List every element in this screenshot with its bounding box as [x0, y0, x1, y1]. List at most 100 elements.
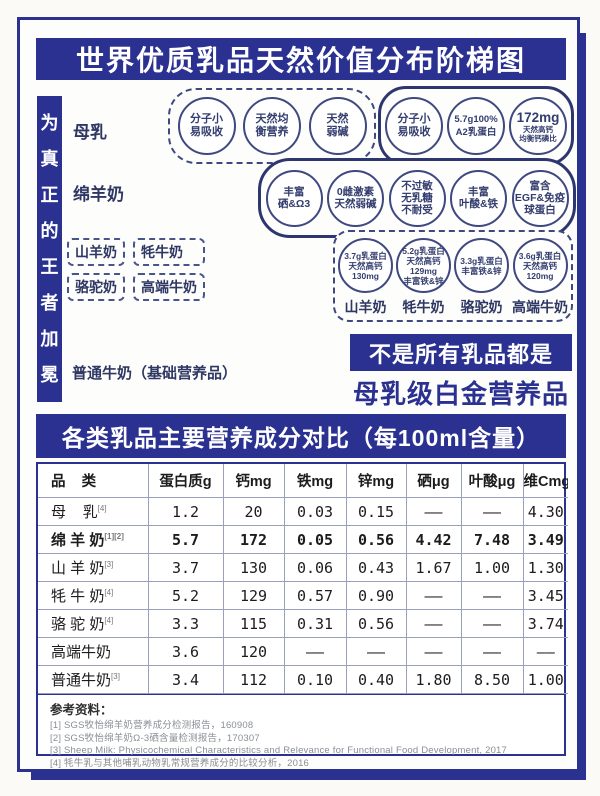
reference-line: [2] SGS牧怡绵羊奶Ω-3硒含量检测报告，170307: [50, 732, 260, 744]
value-cell: 0.31: [283, 609, 347, 638]
milk-name-cell: 牦 牛 奶[4]: [38, 581, 149, 610]
milk-name-cell: 绵 羊 奶[1][2]: [38, 525, 149, 554]
benefit-circle: 3.7g乳蛋白 天然高钙 130mg: [338, 238, 393, 293]
value-cell: 5.2: [147, 581, 224, 610]
value-cell: 115: [222, 609, 285, 638]
milk-label: 骆驼奶: [460, 299, 503, 315]
benefit-circle-line: 丰富铁&锌: [461, 265, 502, 276]
reference-line: [1] SGS牧怡绵羊奶营养成分检测报告，160908: [50, 720, 254, 731]
step-label-breast-milk: 母乳: [73, 123, 107, 142]
value-cell: 3.4: [147, 665, 224, 694]
value-cell: 0.40: [345, 665, 407, 694]
benefit-item: 分子小 易吸收: [177, 97, 236, 155]
benefit-circle-line: 3.7g乳蛋白: [344, 250, 387, 261]
benefit-circle-line: 天然高钙: [348, 260, 383, 271]
benefit-circle-line: 天然高钙: [523, 124, 553, 134]
benefit-circle: 天然 弱碱: [308, 97, 367, 155]
sidebar-char: 冕: [40, 365, 59, 385]
benefit-circle-line: 5.2g乳蛋白: [402, 245, 445, 256]
benefit-group-sheep-milk-protein: 分子小 易吸收 5.7g100% A2乳蛋白 172mg 天然高钙 均衡钙磷比: [378, 86, 574, 166]
benefit-circle-line: 分子小: [190, 113, 223, 125]
table-row: 骆 驼 奶[4] 3.3 115 0.31 0.56 —— —— 3.74: [38, 609, 568, 638]
value-cell: ——: [283, 637, 347, 666]
benefit-item: 丰富 硒&Ω3: [265, 169, 323, 227]
value-cell: 129: [222, 581, 285, 610]
arrow-to-other-milk-benefits: [256, 236, 327, 270]
table-row: 普通牛奶[3] 3.4 112 0.10 0.40 1.80 8.50 1.00: [38, 665, 568, 694]
table-header-cell: 锌mg: [345, 464, 407, 498]
reference-superscript: [4]: [97, 504, 107, 513]
value-cell: 172: [222, 525, 285, 554]
table-header-cell: 硒μg: [405, 464, 462, 498]
benefit-circle: 丰富 叶酸&铁: [450, 169, 507, 227]
table-header-cell: 蛋白质g: [147, 464, 224, 498]
benefit-circle-line: 5.7g100%: [454, 114, 498, 125]
references-title: 参考资料：: [50, 703, 113, 717]
milk-box: 骆驼奶: [67, 273, 125, 301]
sidebar-char: 者: [40, 293, 59, 313]
reference-superscript: [4]: [104, 616, 114, 625]
value-cell: 0.03: [283, 497, 347, 526]
value-cell: 0.15: [345, 497, 407, 526]
benefit-circle: 不过敏 无乳糖 不耐受: [388, 169, 446, 227]
value-cell: 20: [222, 497, 285, 526]
benefit-item: 不过敏 无乳糖 不耐受: [388, 169, 446, 227]
benefit-circle-line: 球蛋白: [524, 204, 556, 216]
benefit-circle: 分子小 易吸收: [177, 97, 236, 155]
benefit-circle: 天然均 衡营养: [243, 97, 301, 155]
table-row: 牦 牛 奶[4] 5.2 129 0.57 0.90 —— —— 3.45: [38, 581, 568, 610]
value-cell: 120: [222, 637, 285, 666]
value-cell: 4.30: [522, 497, 568, 526]
benefit-circle-line: 3.6g乳蛋白: [518, 250, 562, 261]
value-cell: ——: [405, 497, 462, 526]
benefit-item: 富含 EGF&免疫 球蛋白: [511, 169, 569, 227]
milk-name: 山 羊 奶: [51, 560, 105, 577]
nutrition-table-box: 品 类蛋白质g 钙mg 铁mg 锌mg 硒μg 叶酸μg 维Cmg 母 乳[4] 1.2 20 0.…: [36, 462, 568, 769]
benefit-item: 3.7g乳蛋白 天然高钙 130mg 山羊奶: [338, 238, 393, 317]
benefit-item: 5.2g乳蛋白 天然高钙129mg 丰富铁&锌牦牛奶: [396, 238, 451, 317]
benefit-item: 3.3g乳蛋白 丰富铁&锌骆驼奶: [454, 238, 509, 317]
value-cell: 1.00: [460, 553, 524, 582]
reference-superscript: [1][2]: [104, 532, 124, 541]
table-header-cell: 维Cmg: [522, 464, 568, 498]
benefit-circle-line: 天然弱碱: [334, 198, 377, 210]
value-cell: 0.05: [283, 525, 347, 554]
benefit-circle: 172mg 天然高钙 均衡钙磷比: [509, 97, 567, 155]
table-row: 绵 羊 奶[1][2] 5.7 172 0.05 0.56 4.42 7.48 3.49: [38, 525, 568, 554]
value-cell: 130: [222, 553, 285, 582]
benefit-circle: 5.2g乳蛋白 天然高钙129mg 丰富铁&锌: [396, 238, 451, 293]
table-header-cell: 品 类: [38, 464, 149, 498]
sidebar-char: 真: [40, 149, 59, 169]
milk-name: 绵 羊 奶: [51, 532, 105, 549]
benefit-circle-line: 叶酸&铁: [458, 198, 499, 210]
benefit-circle-line: 硒&Ω3: [277, 198, 311, 210]
step-label-regular-milk: 普通牛奶（基础营养品）: [72, 365, 238, 382]
milk-name-cell: 母 乳[4]: [38, 497, 149, 526]
value-cell: ——: [405, 637, 462, 666]
benefit-circle-line: 天然: [326, 113, 349, 125]
sidebar-char: 的: [40, 221, 59, 241]
milk-name-cell: 普通牛奶[3]: [38, 665, 149, 694]
references-section: 参考资料： [1] SGS牧怡绵羊奶营养成分检测报告，160908 [2] SGS…: [38, 694, 564, 770]
milk-label: 高端牛奶: [512, 299, 568, 315]
reference-line: [3] Sheep Milk: Physicochemical Characte…: [50, 745, 508, 756]
benefit-circle: 5.7g100% A2乳蛋白: [447, 97, 505, 155]
benefit-item: 3.6g乳蛋白 天然高钙 120mg 高端牛奶: [512, 238, 568, 317]
benefit-circle-line: 不过敏: [401, 180, 433, 192]
benefit-circle: 3.3g乳蛋白 丰富铁&锌: [454, 238, 509, 293]
page-title: 世界优质乳品天然价值分布阶梯图: [36, 38, 566, 80]
table-row: 山 羊 奶[3] 3.7 130 0.06 0.43 1.67 1.00 1.30: [38, 553, 568, 582]
value-cell: ——: [522, 637, 568, 666]
benefit-circle-line: 172mg: [516, 109, 560, 125]
benefit-circle-line: 富含: [529, 180, 551, 192]
value-cell: 5.7: [147, 525, 224, 554]
milk-label: 牦牛奶: [402, 299, 445, 315]
value-cell: 4.42: [405, 525, 462, 554]
benefit-circle-line: 天然高钙129mg: [406, 255, 441, 276]
reference-superscript: [3]: [104, 560, 114, 569]
milk-box: 山羊奶: [67, 238, 125, 266]
sidebar-char: 正: [40, 185, 59, 205]
value-cell: 112: [222, 665, 285, 694]
value-cell: 1.30: [522, 553, 568, 582]
benefit-circle-line: 天然高钙: [522, 260, 557, 271]
